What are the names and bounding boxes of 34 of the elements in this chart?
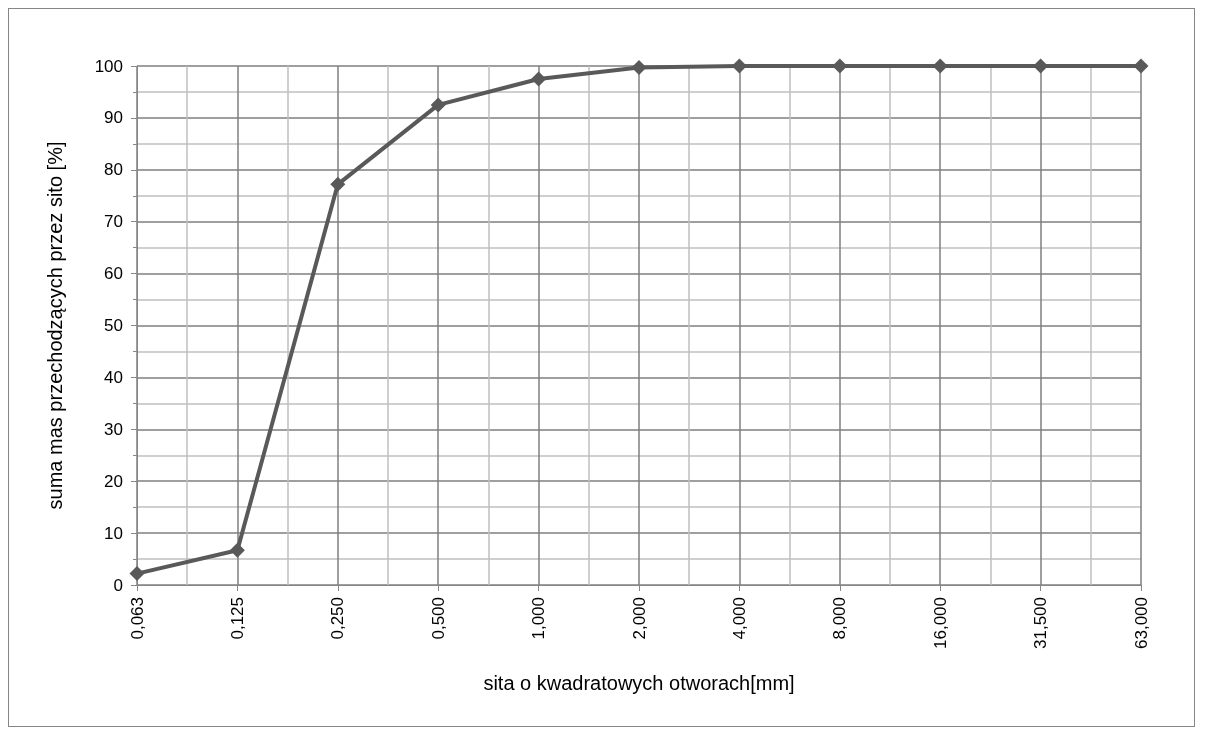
x-tick-label: 4,000 bbox=[729, 597, 749, 640]
point bbox=[731, 58, 747, 74]
y-tick-label: 90 bbox=[104, 108, 123, 128]
point bbox=[631, 60, 647, 76]
x-axis-title: sita o kwadratowych otworach[mm] bbox=[483, 672, 795, 694]
y-axis-title: suma mas przechodzących przez sito [%] bbox=[44, 141, 66, 510]
point bbox=[1133, 58, 1149, 74]
point bbox=[932, 58, 948, 74]
point bbox=[430, 97, 446, 113]
x-tick-label: 0,063 bbox=[127, 597, 147, 640]
y-tick-label: 30 bbox=[104, 419, 123, 439]
x-tick-label: 16,000 bbox=[930, 597, 950, 649]
x-tick-label: 0,125 bbox=[227, 597, 247, 640]
y-tick-label: 50 bbox=[104, 316, 123, 335]
x-tick-label: 0,250 bbox=[328, 597, 348, 640]
point bbox=[832, 58, 848, 74]
point bbox=[330, 176, 346, 192]
y-tick-label: 20 bbox=[104, 471, 123, 491]
point bbox=[129, 566, 145, 582]
y-tick-label: 60 bbox=[104, 264, 123, 284]
y-tick-label: 40 bbox=[104, 367, 123, 387]
x-tick-label: 2,000 bbox=[629, 597, 649, 640]
y-tick-label: 100 bbox=[94, 56, 123, 76]
x-tick-label: 31,500 bbox=[1031, 597, 1051, 649]
x-tick-label: 1,000 bbox=[529, 597, 549, 640]
point bbox=[531, 71, 547, 87]
y-tick-label: 80 bbox=[104, 160, 123, 180]
y-tick-label: 70 bbox=[104, 212, 123, 232]
point bbox=[229, 542, 245, 558]
x-tick-label: 0,500 bbox=[428, 597, 448, 640]
x-tick-label: 8,000 bbox=[830, 597, 850, 640]
x-tick-label: 63,000 bbox=[1131, 597, 1151, 649]
y-tick-label: 10 bbox=[104, 523, 123, 543]
y-tick-label: 0 bbox=[113, 575, 123, 595]
